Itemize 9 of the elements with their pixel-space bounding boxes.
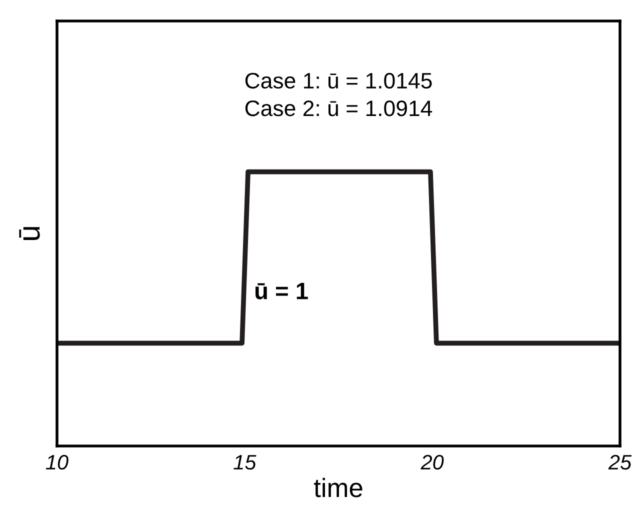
x-tick-label: 10 — [46, 454, 68, 470]
x-tick-label: 25 — [608, 454, 632, 470]
annotation: ū = 1 — [256, 282, 308, 300]
x-axis-title: time — [314, 478, 362, 498]
x-tick-label: 15 — [234, 455, 256, 470]
x-tick-label: 20 — [420, 454, 444, 470]
y-axis-title: ū — [19, 227, 40, 240]
text: Case 1: ū = 1.0145 — [245, 72, 432, 89]
text: Case 2: ū = 1.0914 — [245, 100, 432, 116]
